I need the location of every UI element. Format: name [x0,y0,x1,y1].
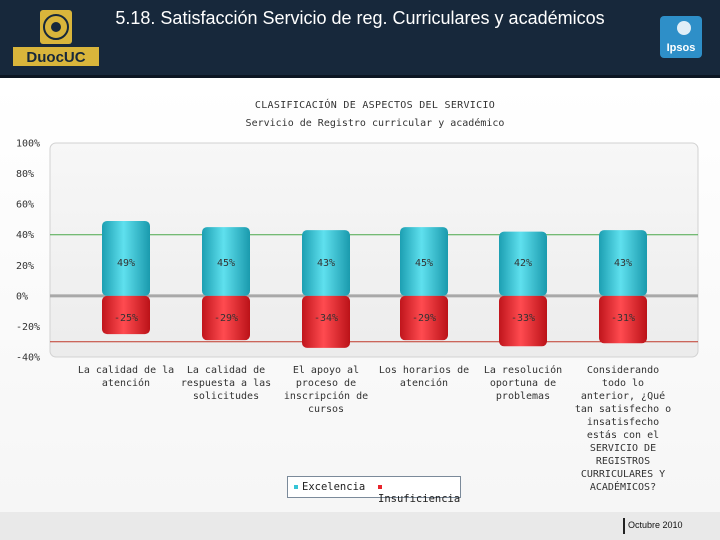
y-tick-label: 0% [16,291,28,302]
value-label-insuficiencia: -34% [314,313,338,324]
value-label-excelencia: 43% [614,258,632,269]
y-tick-label: 20% [16,261,34,272]
bar-insuficiencia [102,295,150,335]
bar-excelencia [202,227,250,296]
y-tick-label: 40% [16,230,34,241]
ipsos-logo-text: Ipsos [667,42,696,54]
legend: Excelencia Insuficiencia [287,476,461,505]
value-label-insuficiencia: -29% [412,313,436,324]
footer-bar [0,512,720,540]
legend-item-excelencia: Excelencia [294,481,365,493]
category-label: La resolución oportuna de problemas [483,365,563,402]
bar-chart: 100% 80% 60% 40% 20% 0% -20% -40% 49% 45% 43% 45% 4… [16,139,699,364]
legend-swatch-excelencia [294,485,298,489]
page-title: 5.18. Satisfacción Servicio de reg. Curr… [115,8,605,28]
duocuc-logo-text: DuocUC [26,49,85,66]
bar-insuficiencia [599,295,647,344]
header-bar: DuocUC 5.18. Satisfacción Servicio de re… [0,0,720,78]
y-tick-label: -40% [16,353,40,364]
zero-axis-line [50,294,698,298]
y-tick-label: 100% [16,139,40,150]
bar-insuficiencia [302,295,350,348]
bar-excelencia [302,230,350,296]
category-label: Considerando todo lo anterior, ¿Qué tan … [574,365,672,493]
duocuc-logo: DuocUC [13,10,99,66]
chart-title: CLASIFICACIÓN DE ASPECTOS DEL SERVICIO [254,100,496,111]
bar-insuficiencia [400,295,448,341]
value-label-excelencia: 43% [317,258,335,269]
legend-swatch-insuficiencia [378,485,382,489]
category-label: Los horarios de atención [378,365,470,389]
value-label-excelencia: 45% [415,258,433,269]
category-label: La calidad de respuesta a las solicitude… [180,365,272,402]
legend-item-insuficiencia: Insuficiencia [378,481,460,505]
value-label-insuficiencia: -33% [511,313,535,324]
y-tick-label: -20% [16,322,40,333]
value-label-excelencia: 45% [217,258,235,269]
value-label-insuficiencia: -25% [114,313,138,324]
legend-label-excelencia: Excelencia [302,481,366,493]
y-tick-label: 80% [16,169,34,180]
bar-insuficiencia [499,295,547,347]
bar-excelencia [102,220,150,296]
ipsos-logo: Ipsos [660,16,702,58]
footer-date: Octubre 2010 [628,520,683,530]
bar-excelencia [400,227,448,296]
value-label-excelencia: 42% [514,258,532,269]
y-tick-label: 60% [16,200,34,211]
legend-label-insuficiencia: Insuficiencia [378,493,461,505]
bar-excelencia [599,230,647,296]
bar-excelencia [499,231,547,296]
chart-subtitle: Servicio de Registro curricular y académ… [245,118,505,129]
bar-insuficiencia [202,295,250,341]
category-label: El apoyo al proceso de inscripción de cu… [283,365,369,415]
value-label-excelencia: 49% [117,258,135,269]
footer-separator [623,518,625,534]
value-label-insuficiencia: -31% [611,313,635,324]
category-label: La calidad de la atención [77,365,175,389]
value-label-insuficiencia: -29% [214,313,238,324]
